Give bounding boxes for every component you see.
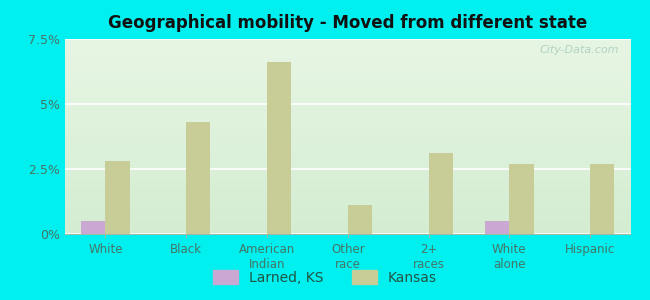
Bar bbox=[590, 164, 614, 234]
Legend: Larned, KS, Kansas: Larned, KS, Kansas bbox=[208, 264, 442, 290]
Bar bbox=[348, 206, 372, 234]
Bar bbox=[510, 164, 534, 234]
Bar bbox=[485, 221, 510, 234]
Bar bbox=[267, 62, 291, 234]
Bar bbox=[186, 122, 211, 234]
Bar bbox=[81, 221, 105, 234]
Bar bbox=[428, 153, 453, 234]
Bar bbox=[105, 161, 129, 234]
Title: Geographical mobility - Moved from different state: Geographical mobility - Moved from diffe… bbox=[108, 14, 588, 32]
Text: City-Data.com: City-Data.com bbox=[540, 45, 619, 55]
